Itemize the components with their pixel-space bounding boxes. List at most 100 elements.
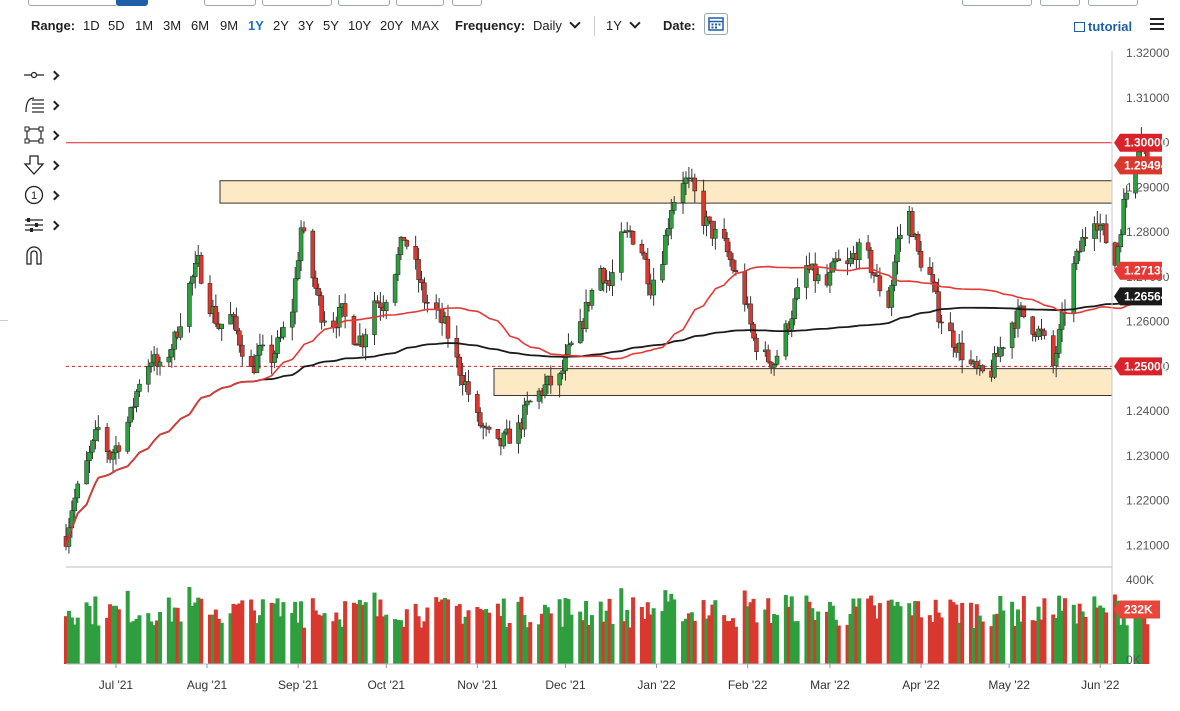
magnet-tool[interactable] xyxy=(22,242,62,272)
fibonacci-tool[interactable] xyxy=(22,92,62,122)
volume-bar xyxy=(707,615,712,664)
x-tick-label: Jul '21 xyxy=(99,678,134,692)
top-tab-3[interactable] xyxy=(262,0,332,6)
volume-bar xyxy=(381,616,386,664)
frequency-select[interactable]: Daily xyxy=(533,17,581,33)
range-button-1d[interactable]: 1D xyxy=(83,18,100,33)
range-button-3y[interactable]: 3Y xyxy=(298,18,314,33)
volume-bar xyxy=(701,600,706,664)
candle-body xyxy=(234,316,239,332)
support-zone xyxy=(493,368,1113,396)
candle-body xyxy=(110,452,116,460)
volume-bar xyxy=(290,612,295,664)
price-tag-label: 1.25000 xyxy=(1124,359,1168,373)
candle-body xyxy=(733,270,739,272)
candle-body xyxy=(96,427,101,430)
volume-bar xyxy=(175,607,180,664)
volume-bar xyxy=(1101,607,1106,664)
volume-tick-label: 0K xyxy=(1126,653,1141,667)
candle-body xyxy=(254,354,260,373)
candle-body xyxy=(292,278,298,313)
tutorial-link[interactable]: tutorial xyxy=(1074,19,1132,34)
range-button-10y[interactable]: 10Y xyxy=(348,18,372,33)
x-tick-label: Jun '22 xyxy=(1081,678,1120,692)
candle-body xyxy=(915,234,921,252)
volume-bar xyxy=(816,611,821,664)
volume-bar xyxy=(334,612,339,664)
volume-bar xyxy=(669,593,674,664)
range-button-1m[interactable]: 1M xyxy=(135,18,154,33)
volume-bar xyxy=(166,597,171,664)
candle-body xyxy=(771,364,777,368)
candle-body xyxy=(898,234,903,239)
volume-bar xyxy=(498,615,503,664)
candle-body xyxy=(1009,322,1015,348)
measure-tool[interactable] xyxy=(22,212,62,242)
range-button-5y[interactable]: 5Y xyxy=(323,18,339,33)
volume-bar xyxy=(1021,596,1026,664)
candle-body xyxy=(445,316,451,339)
volume-bar xyxy=(425,607,430,664)
candle-body xyxy=(419,279,424,284)
volume-bar xyxy=(995,613,1000,664)
calendar-icon xyxy=(708,17,724,31)
range-button-1y[interactable]: 1Y xyxy=(248,18,264,33)
top-tab-4[interactable] xyxy=(338,0,390,6)
volume-bar xyxy=(601,621,606,664)
range-button-2y[interactable]: 2Y xyxy=(273,18,289,33)
line-tool[interactable] xyxy=(22,62,62,92)
volume-bar xyxy=(992,614,997,664)
calendar-button[interactable] xyxy=(704,13,728,35)
volume-bar xyxy=(539,613,544,664)
volume-bar xyxy=(804,595,809,664)
volume-bar xyxy=(422,621,427,664)
volume-bar xyxy=(1124,625,1129,664)
top-tab-active[interactable] xyxy=(116,0,148,6)
volume-bar xyxy=(681,621,686,664)
volume-bar xyxy=(874,618,879,664)
candle-body xyxy=(1021,305,1027,318)
range-button-9m[interactable]: 9M xyxy=(220,18,239,33)
top-tab-9[interactable] xyxy=(1088,0,1138,6)
rectangle-tool[interactable] xyxy=(22,122,62,152)
candle-body xyxy=(789,318,794,330)
candle-body xyxy=(475,394,480,413)
candle-body xyxy=(190,276,195,284)
candle-body xyxy=(313,277,318,289)
top-tab-2[interactable] xyxy=(204,0,256,6)
volume-bar xyxy=(980,621,985,664)
range-button-6m[interactable]: 6M xyxy=(191,18,210,33)
y-tick-label: 1.32000 xyxy=(1126,46,1170,60)
top-tab-5[interactable] xyxy=(396,0,444,6)
volume-bar xyxy=(725,620,730,664)
number-marker-tool[interactable]: 1 xyxy=(22,182,62,212)
candle-body xyxy=(774,355,780,365)
volume-bar xyxy=(748,602,753,664)
volume-bar xyxy=(396,619,401,664)
top-tab-6[interactable] xyxy=(452,0,482,6)
hamburger-menu-icon[interactable] xyxy=(1150,18,1164,30)
volume-bar xyxy=(854,606,859,664)
candle-body xyxy=(548,375,554,386)
volume-bar xyxy=(722,615,727,664)
candle-body xyxy=(1039,328,1044,331)
volume-bar xyxy=(207,614,212,664)
range-button-5d[interactable]: 5D xyxy=(108,18,125,33)
price-tag: 1.30000 xyxy=(1114,133,1168,152)
candle-body xyxy=(460,375,465,386)
candle-body xyxy=(146,366,151,385)
range-button-20y[interactable]: 20Y xyxy=(380,18,404,33)
period-select[interactable]: 1Y xyxy=(606,17,641,33)
arrow-tool[interactable] xyxy=(22,152,62,182)
date-label: Date: xyxy=(663,18,696,33)
top-tab-8[interactable] xyxy=(1040,0,1080,6)
volume-bar xyxy=(1062,598,1067,664)
candle-body xyxy=(219,323,224,329)
range-button-3m[interactable]: 3M xyxy=(163,18,182,33)
volume-bar xyxy=(930,621,935,664)
range-button-max[interactable]: MAX xyxy=(411,18,440,33)
candle-body xyxy=(310,230,316,279)
top-tab-7[interactable] xyxy=(962,0,1032,6)
volume-bar xyxy=(795,621,800,664)
